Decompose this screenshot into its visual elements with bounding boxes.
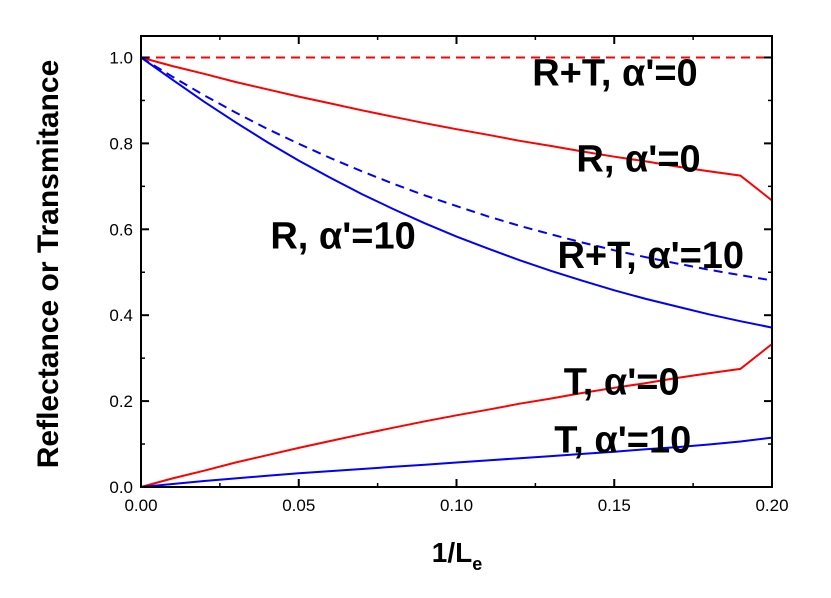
- annotation-anno-rt-alpha0: R+T, α'=0: [532, 52, 697, 94]
- annotation-anno-t-alpha0: T, α'=0: [564, 362, 680, 404]
- series-line-r-alpha10: [140, 56, 773, 329]
- series-line-rt-alpha10: [140, 56, 773, 282]
- y-tick-label: 0.0: [109, 478, 133, 497]
- y-tick-label: 0.6: [109, 220, 133, 239]
- x-axis-title-sub: e: [472, 554, 482, 574]
- y-tick-label: 1.0: [109, 48, 133, 67]
- y-axis-title: Reflectance or Transmitance: [32, 60, 65, 469]
- series-lines: [140, 56, 773, 488]
- series-line-t-alpha10: [140, 436, 773, 488]
- series-line-r-alpha0: [140, 56, 773, 202]
- annotation-anno-t-alpha10: T, α'=10: [554, 420, 691, 462]
- x-axis-title-main: 1/L: [432, 537, 472, 568]
- annotation-anno-r-alpha10: R, α'=10: [270, 216, 415, 258]
- y-tick-label: 0.2: [109, 392, 133, 411]
- series-line-t-alpha0: [140, 343, 773, 488]
- y-tick-label: 0.8: [109, 134, 133, 153]
- x-axis-title: 1/Le: [432, 537, 482, 574]
- x-tick-label: 0.20: [755, 496, 788, 515]
- annotation-anno-r-alpha0: R, α'=0: [576, 138, 700, 180]
- x-tick-label: 0.10: [440, 496, 473, 515]
- x-tick-label: 0.00: [124, 496, 157, 515]
- x-tick-label: 0.05: [282, 496, 315, 515]
- axes: 0.00 0.05 0.10 0.15 0.20 0.0 0.2 0.4 0.6 0.8 1.0: [109, 35, 789, 515]
- annotations: R+T, α'=0 R, α'=0 R, α'=10 R+T, α'=10 T, α'=…: [270, 52, 744, 461]
- annotation-anno-rt-alpha10: R+T, α'=10: [557, 235, 744, 277]
- y-tick-label: 0.4: [109, 306, 133, 325]
- x-tick-label: 0.15: [598, 496, 631, 515]
